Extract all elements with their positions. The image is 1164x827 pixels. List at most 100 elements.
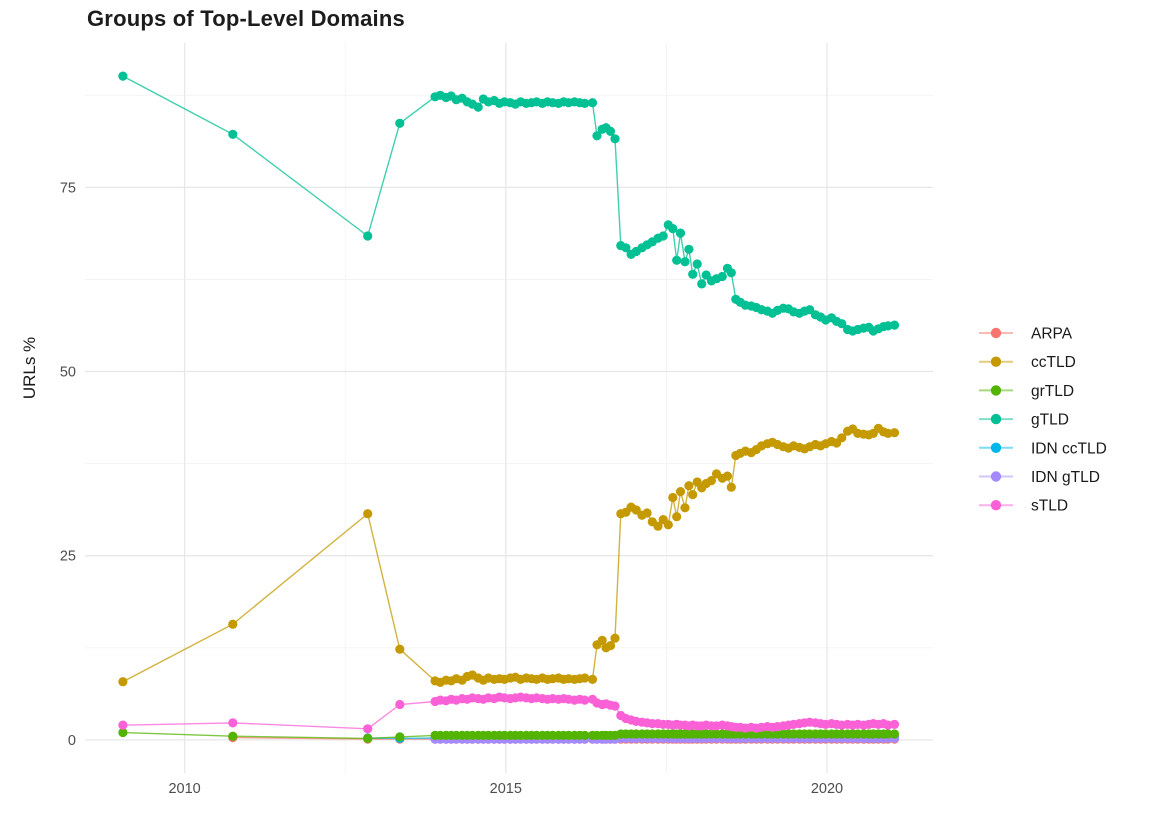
data-point [688, 490, 698, 500]
data-point [395, 732, 405, 742]
data-point [672, 512, 682, 522]
data-point [837, 319, 847, 329]
data-point [597, 635, 607, 646]
data-point [580, 98, 590, 108]
data-point [889, 719, 900, 730]
data-point [228, 718, 238, 728]
y-axis-title: URLs % [20, 336, 39, 400]
data-point [395, 644, 405, 654]
data-point [658, 231, 668, 241]
data-point [722, 471, 733, 481]
data-point [580, 730, 590, 741]
data-point [883, 729, 893, 739]
data-point [228, 129, 238, 139]
legend-key-dot [990, 327, 1002, 339]
y-tick-label: 0 [68, 733, 76, 749]
data-point [363, 231, 373, 241]
x-tick-label: 2015 [490, 781, 522, 797]
data-point [610, 134, 620, 144]
legend-key-dot [990, 442, 1002, 453]
y-axis-ticks: 0 25 50 75 [60, 180, 76, 749]
data-point [118, 677, 128, 687]
data-point [701, 270, 711, 280]
data-point [610, 633, 620, 643]
data-point [680, 503, 690, 513]
data-point [228, 619, 238, 629]
legend-label: IDN ccTLD [1031, 440, 1107, 457]
legend-item-ccTLD: ccTLD [979, 354, 1076, 371]
data-point [675, 487, 686, 497]
legend-label: IDN gTLD [1031, 469, 1100, 486]
legend-item-sTLD: sTLD [979, 498, 1068, 515]
data-point [395, 699, 405, 710]
data-point [889, 729, 900, 739]
legend-key-dot [990, 385, 1002, 396]
data-point [684, 244, 694, 254]
legend-item-grTLD: grTLD [979, 383, 1074, 400]
legend-key-dot [990, 471, 1002, 482]
data-point [653, 521, 663, 531]
series-gTLD [118, 71, 900, 336]
data-point [621, 243, 631, 253]
legend-label: ccTLD [1031, 354, 1076, 371]
y-tick-label: 25 [60, 549, 76, 565]
legend-key-dot [990, 500, 1002, 511]
data-point [363, 724, 373, 734]
data-point [395, 118, 405, 128]
data-point [580, 673, 590, 683]
data-point [889, 320, 900, 330]
data-point [587, 98, 598, 108]
legend-key-dot [990, 413, 1002, 425]
data-point [697, 279, 707, 289]
data-point [580, 695, 590, 705]
data-point [726, 482, 736, 492]
legend-label: ARPA [1031, 326, 1073, 343]
series-ccTLD [118, 423, 900, 688]
x-tick-label: 2010 [168, 781, 200, 797]
legend-item-gTLD: gTLD [979, 412, 1069, 429]
data-point [680, 257, 690, 267]
chart-title: Groups of Top-Level Domains [87, 6, 405, 31]
data-point [642, 508, 652, 518]
legend-item-IDN-gTLD: IDN gTLD [979, 469, 1100, 486]
legend: ARPA ccTLD grTLD gTLD IDN ccTLD IDN gTLD sTLD [979, 326, 1107, 515]
data-point [706, 476, 717, 486]
data-point [688, 269, 698, 279]
legend-label: grTLD [1031, 383, 1074, 400]
y-tick-label: 75 [60, 180, 76, 196]
data-point [663, 520, 673, 530]
data-point [592, 131, 602, 141]
series-grTLD [118, 727, 900, 744]
data-point [363, 509, 373, 519]
data-point [672, 255, 682, 265]
data-point [473, 102, 483, 112]
data-point [675, 228, 686, 238]
data-point [692, 259, 702, 269]
data-point [726, 268, 736, 278]
data-point [118, 71, 128, 81]
legend-key-dot [990, 356, 1002, 367]
data-point [118, 727, 128, 738]
legend-label: gTLD [1031, 412, 1069, 429]
data-point [228, 731, 238, 741]
data-point [668, 224, 678, 234]
data-point [605, 641, 616, 651]
grid-minor [85, 43, 933, 773]
data-point [717, 271, 727, 282]
legend-item-IDN-ccTLD: IDN ccTLD [979, 440, 1107, 457]
data-point [587, 674, 598, 685]
series-sTLD [118, 692, 900, 734]
y-tick-label: 50 [60, 365, 76, 381]
series-line [122, 75, 895, 332]
data-point [837, 433, 847, 443]
data-point [610, 701, 620, 711]
data-point [889, 428, 900, 438]
data-point [605, 126, 616, 136]
data-point [668, 492, 678, 503]
x-axis-ticks: 2010 2015 2020 [168, 781, 843, 797]
data-point [118, 720, 128, 730]
data-point [684, 481, 694, 491]
legend-label: sTLD [1031, 498, 1068, 515]
